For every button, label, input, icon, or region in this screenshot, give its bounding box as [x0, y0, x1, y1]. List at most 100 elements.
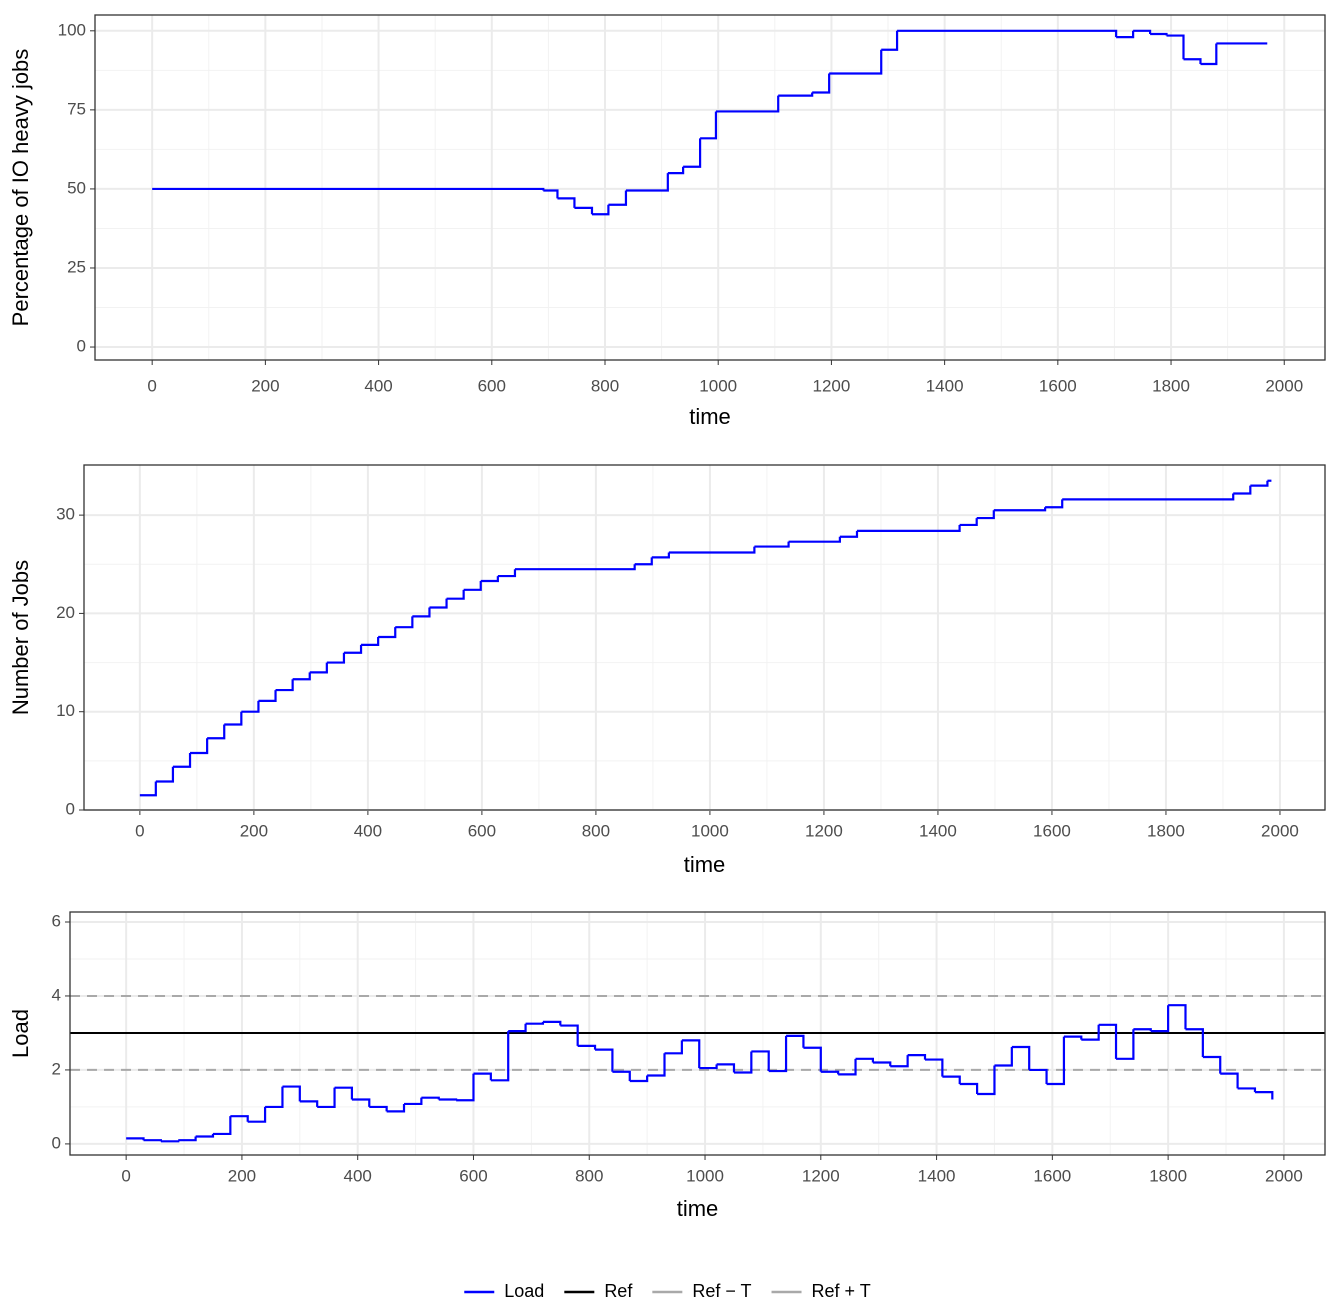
step-segment	[959, 518, 978, 527]
x-tick-label: 1200	[802, 1166, 840, 1185]
step-segment	[378, 627, 397, 639]
step-segment	[890, 1055, 909, 1068]
step-segment	[230, 1115, 249, 1122]
x-tick-label: 0	[135, 821, 144, 840]
step-segment	[872, 1061, 892, 1067]
x-tick-label: 0	[121, 1166, 130, 1185]
x-tick-label: 1800	[1152, 376, 1190, 395]
step-segment	[1237, 1087, 1257, 1093]
x-tick-label: 1000	[686, 1166, 724, 1185]
step-segment	[1200, 43, 1218, 66]
step-segment	[733, 1051, 753, 1074]
y-tick-label: 0	[52, 1133, 61, 1152]
step-segment	[178, 1136, 197, 1142]
step-segment	[1133, 29, 1152, 34]
step-segment	[1254, 1091, 1274, 1100]
plot-border	[83, 464, 1326, 811]
step-segment	[664, 1040, 683, 1055]
x-tick-label: 2000	[1265, 376, 1303, 395]
x-tick-label: 400	[364, 376, 392, 395]
y-tick-label: 30	[56, 505, 75, 524]
step-segment	[395, 616, 414, 629]
step-segment	[1116, 30, 1135, 39]
y-axis-title: Percentage of IO heavy jobs	[8, 49, 33, 327]
step-segment	[716, 1063, 736, 1073]
step-segment	[126, 1137, 145, 1141]
step-segment	[456, 1073, 475, 1102]
step-segment	[1011, 1045, 1031, 1070]
x-axis-title: time	[677, 1196, 719, 1221]
step-segment	[361, 637, 380, 646]
step-segment	[959, 1082, 979, 1094]
x-tick-label: 800	[575, 1166, 603, 1185]
y-tick-label: 4	[52, 985, 61, 1004]
step-segment	[751, 1050, 770, 1072]
step-segment	[143, 1139, 162, 1142]
step-segment	[881, 30, 899, 51]
step-segment	[438, 1098, 458, 1101]
step-segment	[317, 1087, 336, 1109]
step-segment	[668, 546, 756, 554]
legend: Load Ref Ref − T Ref + T	[464, 1281, 871, 1301]
step-segment	[1116, 1029, 1135, 1060]
step-segment	[207, 724, 226, 740]
step-segment	[473, 1072, 492, 1081]
step-segment	[421, 1096, 440, 1100]
step-segment	[224, 711, 243, 726]
x-tick-label: 1600	[1033, 821, 1071, 840]
x-tick-label: 600	[468, 821, 496, 840]
step-segment	[155, 766, 175, 783]
step-segment	[247, 1106, 267, 1123]
x-tick-label: 1400	[926, 376, 964, 395]
step-segment	[683, 138, 702, 168]
step-segment	[924, 1058, 944, 1077]
x-tick-label: 1400	[919, 821, 957, 840]
step-segment	[508, 1023, 527, 1033]
x-tick-label: 400	[344, 1166, 372, 1185]
step-segment	[160, 1140, 180, 1143]
step-segment	[514, 564, 636, 571]
step-segment	[386, 1103, 406, 1113]
step-segment	[812, 73, 831, 94]
step-segment	[803, 1046, 822, 1072]
step-segment	[608, 190, 628, 206]
x-tick-label: 400	[354, 821, 382, 840]
step-segment	[595, 1048, 614, 1072]
y-tick-label: 2	[52, 1059, 61, 1078]
step-segment	[715, 95, 780, 113]
legend-label: Load	[504, 1281, 544, 1301]
step-segment	[1220, 1072, 1239, 1089]
step-segment	[651, 552, 670, 559]
y-tick-label: 10	[56, 701, 75, 720]
step-segment	[1202, 1055, 1222, 1074]
step-segment	[788, 536, 841, 543]
step-segment	[577, 1044, 597, 1050]
step-segment	[1150, 1005, 1170, 1033]
step-segment	[699, 1064, 718, 1070]
step-segment	[1029, 1068, 1048, 1084]
step-segment	[560, 1024, 579, 1046]
step-segment	[172, 752, 192, 768]
x-axis-title: time	[684, 852, 726, 877]
step-segment	[258, 690, 277, 702]
y-tick-label: 50	[67, 178, 86, 197]
step-segment	[856, 524, 961, 532]
step-segment	[542, 1020, 562, 1026]
x-tick-label: 1000	[691, 821, 729, 840]
plot-background	[95, 15, 1325, 360]
y-tick-label: 25	[67, 257, 86, 276]
x-tick-label: 1400	[918, 1166, 956, 1185]
x-tick-label: 800	[582, 821, 610, 840]
step-segment	[351, 1098, 371, 1107]
legend-label: Ref	[604, 1281, 633, 1301]
y-tick-label: 75	[67, 99, 86, 118]
panel: 0 200 400 600 800 1000 1200 1400 1600 1800 2000 0 2 4…	[8, 911, 1326, 1221]
step-segment	[480, 576, 499, 583]
step-segment	[282, 1085, 301, 1102]
legend-label: Ref + T	[812, 1281, 871, 1301]
step-segment	[429, 598, 448, 609]
step-segment	[190, 738, 209, 755]
step-segment	[1250, 480, 1269, 487]
step-segment	[1166, 34, 1185, 60]
